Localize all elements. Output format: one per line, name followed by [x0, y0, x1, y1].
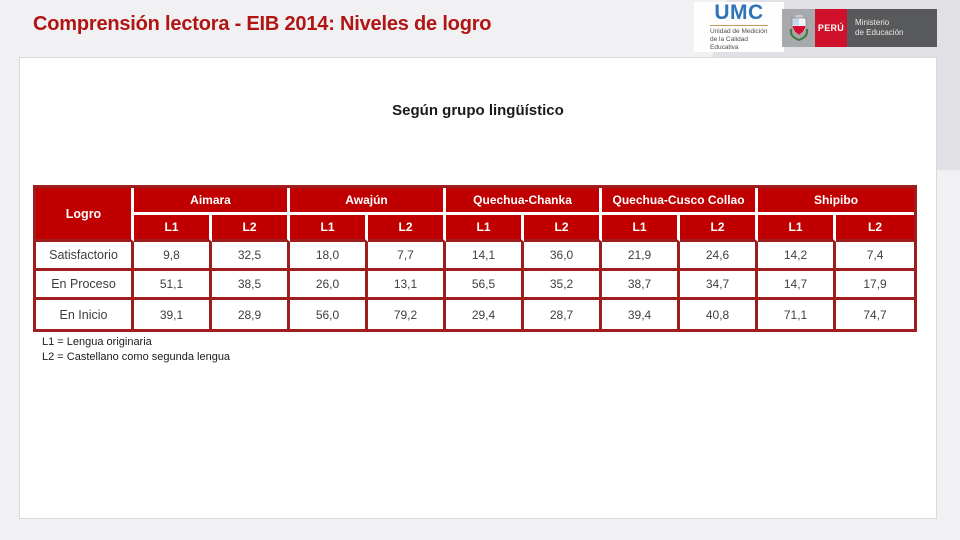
- col-group-quechua-cusco-collao: Quechua-Cusco Collao: [602, 188, 759, 215]
- table-cell: 51,1: [134, 271, 212, 300]
- subheader-l2: L2: [680, 215, 759, 242]
- umc-divider: [710, 25, 768, 26]
- table-cell: 56,5: [446, 271, 525, 300]
- table-cell: 40,8: [680, 300, 759, 329]
- table-cell: 71,1: [758, 300, 837, 329]
- table-cell: 38,7: [602, 271, 681, 300]
- subheader-l2: L2: [368, 215, 447, 242]
- ministry-line2: de Educación: [855, 28, 904, 37]
- table-cell: 14,7: [758, 271, 837, 300]
- table-cell: 21,9: [602, 242, 681, 271]
- table-cell: 9,8: [134, 242, 212, 271]
- table-cell: 29,4: [446, 300, 525, 329]
- row-label-satisfactorio: Satisfactorio: [36, 242, 134, 271]
- table-row-en-proceso: En Proceso 51,1 38,5 26,0 13,1 56,5 35,2…: [36, 271, 915, 300]
- table-cell: 38,5: [212, 271, 290, 300]
- peru-coat-of-arms-icon: [782, 9, 815, 47]
- subheader-l1: L1: [758, 215, 837, 242]
- table-cell: 28,7: [524, 300, 603, 329]
- row-label-en-proceso: En Proceso: [36, 271, 134, 300]
- results-table: Logro Aimara Awajún Quechua-Chanka Quech…: [33, 185, 918, 332]
- table-cell: 56,0: [290, 300, 368, 329]
- subheader-l1: L1: [290, 215, 368, 242]
- table-cell: 39,1: [134, 300, 212, 329]
- ministry-wordmark: Ministerio de Educación: [847, 9, 937, 47]
- table-cell: 28,9: [212, 300, 290, 329]
- header-row-subheaders: L1 L2 L1 L2 L1 L2 L1 L2 L1 L2: [36, 215, 915, 242]
- col-group-quechua-chanka: Quechua-Chanka: [446, 188, 603, 215]
- subheader-l1: L1: [134, 215, 212, 242]
- header-row-groups: Logro Aimara Awajún Quechua-Chanka Quech…: [36, 188, 915, 242]
- footnote-l2: L2 = Castellano como segunda lengua: [42, 350, 231, 363]
- subheader-l1: L1: [602, 215, 681, 242]
- ministry-line1: Ministerio: [855, 17, 890, 27]
- umc-caption-line1: Unidad de Medición: [710, 27, 768, 35]
- table-cell: 7,4: [836, 242, 915, 271]
- table-cell: 39,4: [602, 300, 681, 329]
- col-group-aimara: Aimara: [134, 188, 290, 215]
- table-cell: 35,2: [524, 271, 603, 300]
- subheader-l1: L1: [446, 215, 525, 242]
- table-cell: 14,1: [446, 242, 525, 271]
- table-cell: 36,0: [524, 242, 603, 271]
- table-cell: 74,7: [836, 300, 915, 329]
- umc-logo: UMC Unidad de Medición de la Calidad Edu…: [694, 2, 784, 52]
- umc-acronym: UMC: [714, 1, 764, 24]
- table-row-satisfactorio: Satisfactorio 9,8 32,5 18,0 7,7 14,1 36,…: [36, 242, 915, 271]
- col-group-awajun: Awajún: [290, 188, 447, 215]
- subheader-l2: L2: [836, 215, 915, 242]
- table-cell: 17,9: [836, 271, 915, 300]
- subheader-l2: L2: [524, 215, 603, 242]
- umc-caption: Unidad de Medición de la Calidad Educati…: [710, 28, 768, 52]
- slide-title: Comprensión lectora - EIB 2014: Niveles …: [33, 13, 492, 35]
- table-cell: 14,2: [758, 242, 837, 271]
- table-row-en-inicio: En Inicio 39,1 28,9 56,0 79,2 29,4 28,7 …: [36, 300, 915, 329]
- table-cell: 26,0: [290, 271, 368, 300]
- slide-subtitle: Según grupo lingüístico: [392, 102, 564, 119]
- row-label-en-inicio: En Inicio: [36, 300, 134, 329]
- table-cell: 79,2: [368, 300, 447, 329]
- umc-caption-line2: de la Calidad Educativa: [710, 35, 748, 51]
- footnote-l1: L1 = Lengua originaria: [42, 336, 152, 348]
- subheader-l2: L2: [212, 215, 290, 242]
- table-cell: 18,0: [290, 242, 368, 271]
- table-footnote: L1 = Lengua originaria L2 = Castellano c…: [42, 335, 230, 365]
- table-cell: 32,5: [212, 242, 290, 271]
- table-cell: 34,7: [680, 271, 759, 300]
- table-cell: 24,6: [680, 242, 759, 271]
- minedu-logo: PERÚ Ministerio de Educación: [782, 9, 937, 47]
- peru-wordmark: PERÚ: [815, 9, 847, 47]
- content-panel: Según grupo lingüístico Logro Aimara Awa…: [19, 57, 937, 519]
- table-cell: 7,7: [368, 242, 447, 271]
- corner-header-logro: Logro: [36, 188, 134, 242]
- table-cell: 13,1: [368, 271, 447, 300]
- col-group-shipibo: Shipibo: [758, 188, 915, 215]
